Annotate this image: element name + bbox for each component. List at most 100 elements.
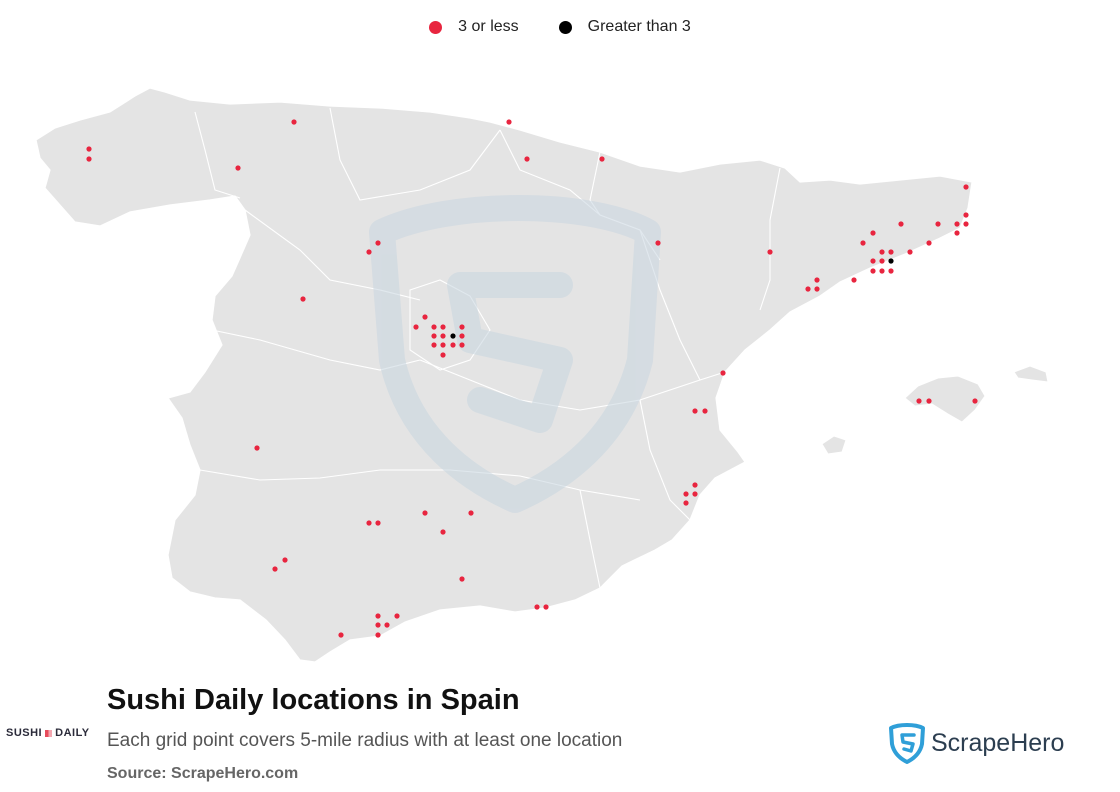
location-point-low: [366, 249, 372, 255]
location-point-low: [450, 342, 456, 348]
location-point-low: [879, 249, 885, 255]
location-point-low: [300, 296, 306, 302]
location-point-low: [879, 258, 885, 264]
location-point-low: [459, 576, 465, 582]
map-legend: 3 or less Greater than 3: [0, 18, 1120, 36]
location-point-low: [422, 314, 428, 320]
location-point-low: [851, 277, 857, 283]
location-point-low: [282, 557, 288, 563]
spain-map: [35, 87, 1049, 663]
location-point-low: [338, 632, 344, 638]
location-point-low: [384, 622, 390, 628]
location-point-low: [86, 156, 92, 162]
location-point-low: [963, 184, 969, 190]
location-point-low: [375, 240, 381, 246]
location-point-low: [860, 240, 866, 246]
location-point-low: [440, 342, 446, 348]
location-point-low: [543, 604, 549, 610]
map-subtitle: Each grid point covers 5-mile radius wit…: [107, 730, 623, 751]
location-point-low: [440, 324, 446, 330]
location-point-low: [870, 258, 876, 264]
location-point-low: [692, 408, 698, 414]
location-point-low: [431, 324, 437, 330]
location-point-low: [413, 324, 419, 330]
location-point-low: [459, 324, 465, 330]
location-point-low: [720, 370, 726, 376]
location-point-low: [814, 286, 820, 292]
location-point-low: [870, 268, 876, 274]
location-point-low: [468, 510, 474, 516]
location-point-low: [375, 520, 381, 526]
map-source: Source: ScrapeHero.com: [107, 765, 299, 782]
location-point-low: [692, 491, 698, 497]
location-point-low: [431, 333, 437, 339]
sushi-daily-logo-mark: [45, 729, 53, 737]
location-point-low: [506, 119, 512, 125]
location-point-low: [254, 445, 260, 451]
location-point-low: [963, 221, 969, 227]
location-point-low: [683, 491, 689, 497]
mallorca-island: [904, 375, 986, 423]
location-point-low: [599, 156, 605, 162]
location-point-low: [422, 510, 428, 516]
sushi-daily-logo: SUSHI DAILY: [6, 727, 90, 739]
location-point-high: [450, 333, 456, 339]
location-point-low: [683, 500, 689, 506]
location-point-low: [524, 156, 530, 162]
location-point-low: [972, 398, 978, 404]
location-point-low: [954, 221, 960, 227]
location-point-low: [655, 240, 661, 246]
location-point-low: [963, 212, 969, 218]
location-point-low: [431, 342, 437, 348]
scrapehero-watermark: [369, 195, 661, 513]
legend-item-high: Greater than 3: [558, 18, 691, 36]
location-point-low: [459, 333, 465, 339]
scrapehero-logo: ScrapeHero: [887, 722, 1064, 764]
ibiza-island: [821, 435, 847, 455]
location-point-high: [888, 258, 894, 264]
location-point-low: [888, 249, 894, 255]
location-point-low: [888, 268, 894, 274]
location-point-low: [375, 632, 381, 638]
location-point-low: [291, 119, 297, 125]
location-point-low: [86, 146, 92, 152]
map-title: Sushi Daily locations in Spain: [107, 684, 520, 716]
mainland-spain: [35, 87, 973, 663]
location-point-low: [916, 398, 922, 404]
legend-dot-low: [429, 20, 443, 34]
location-point-low: [394, 613, 400, 619]
location-point-low: [935, 221, 941, 227]
legend-dot-high: [558, 20, 572, 34]
legend-label-high: Greater than 3: [587, 18, 691, 35]
legend-label-low: 3 or less: [458, 18, 519, 35]
scrapehero-logo-text: ScrapeHero: [931, 728, 1065, 757]
location-point-low: [767, 249, 773, 255]
location-point-low: [534, 604, 540, 610]
location-point-low: [954, 230, 960, 236]
location-point-low: [272, 566, 278, 572]
location-point-low: [879, 268, 885, 274]
location-point-low: [375, 613, 381, 619]
scrapehero-shield-icon: [889, 723, 925, 764]
location-point-low: [440, 333, 446, 339]
location-point-low: [692, 482, 698, 488]
location-point-low: [459, 342, 465, 348]
location-point-low: [926, 240, 932, 246]
location-point-low: [870, 230, 876, 236]
sushi-daily-logo-right: DAILY: [55, 727, 90, 739]
location-point-low: [366, 520, 372, 526]
location-point-low: [926, 398, 932, 404]
location-point-low: [440, 529, 446, 535]
sushi-daily-logo-left: SUSHI: [6, 727, 43, 739]
location-point-low: [814, 277, 820, 283]
location-point-low: [440, 352, 446, 358]
menorca-island: [1013, 365, 1049, 383]
legend-item-low: 3 or less: [429, 18, 519, 36]
location-point-low: [907, 249, 913, 255]
location-point-low: [805, 286, 811, 292]
location-point-low: [702, 408, 708, 414]
location-point-low: [235, 165, 241, 171]
location-point-low: [375, 622, 381, 628]
location-point-low: [898, 221, 904, 227]
location-points: [86, 119, 978, 638]
